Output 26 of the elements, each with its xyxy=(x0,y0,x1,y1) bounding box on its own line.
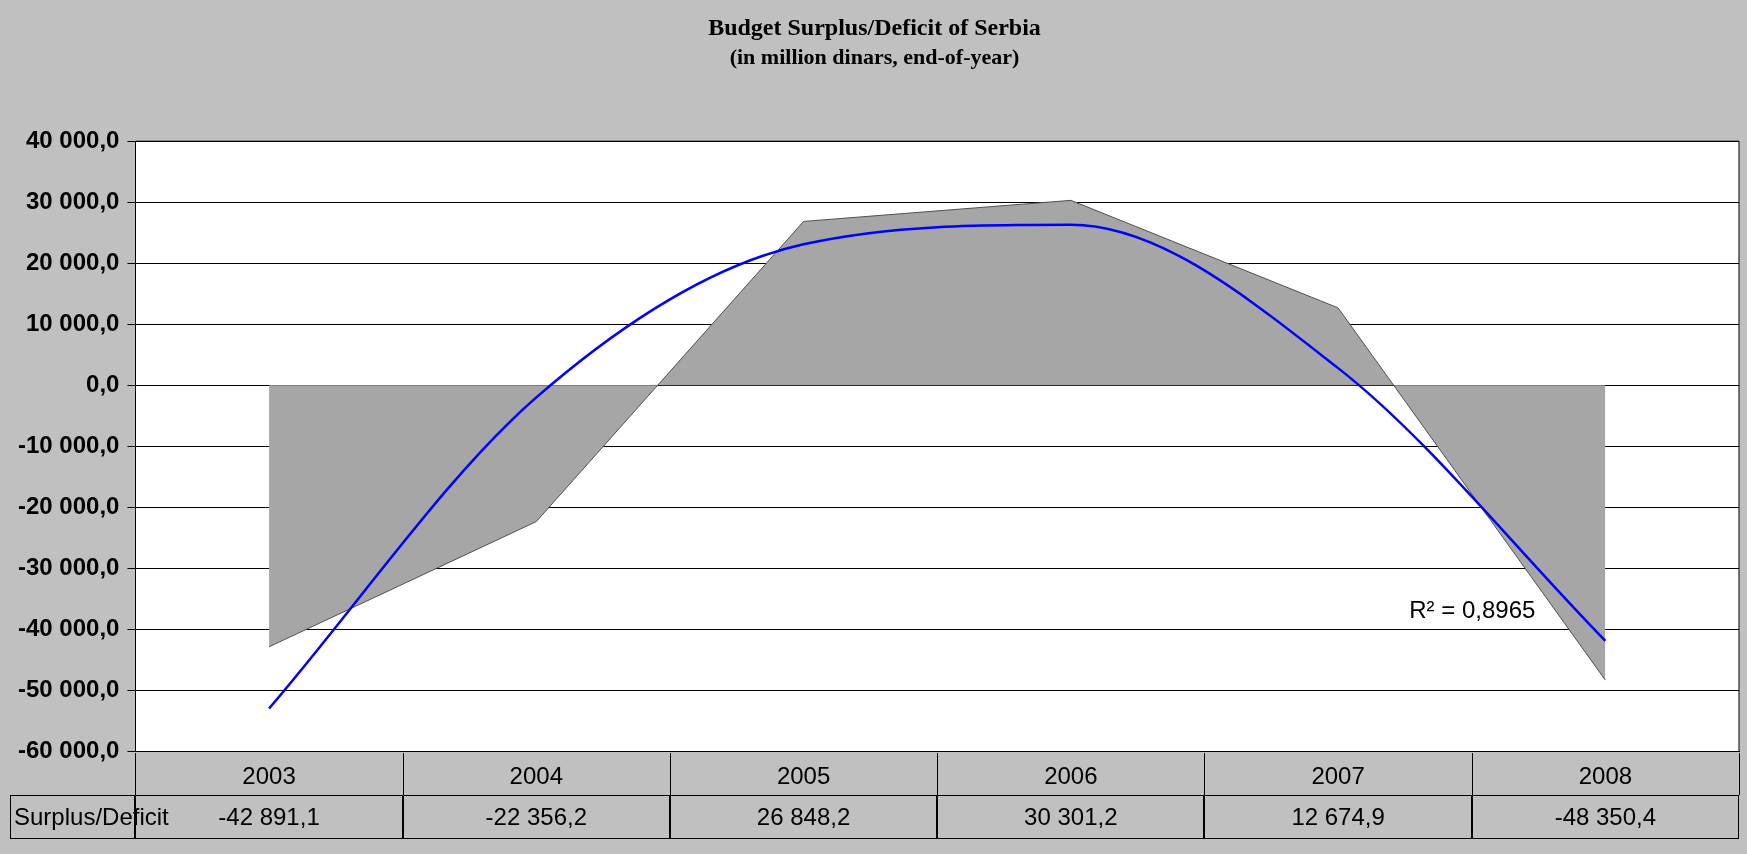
y-tick-label: -60 000,0 xyxy=(17,735,120,763)
y-tick-label: -40 000,0 xyxy=(17,613,120,641)
data-label: 26 848,2 xyxy=(669,795,938,840)
x-tick-label: 2006 xyxy=(1044,762,1098,790)
annotation: R² = 0,8965 xyxy=(1409,595,1536,623)
x-tick-label: 2007 xyxy=(1311,762,1365,790)
chart-title: Budget Surplus/Deficit of Serbia xyxy=(708,13,1041,40)
y-tick-label: 10 000,0 xyxy=(25,308,120,336)
y-tick-label: 20 000,0 xyxy=(25,247,120,275)
x-tick-label: 2004 xyxy=(509,762,564,790)
y-tick-label: -20 000,0 xyxy=(17,491,120,519)
y-tick-label: -10 000,0 xyxy=(17,430,120,458)
data-label: 12 674,9 xyxy=(1204,795,1472,840)
y-tick-label: 30 000,0 xyxy=(25,186,120,214)
y-tick-label: -30 000,0 xyxy=(17,552,120,580)
y-tick-label: -50 000,0 xyxy=(17,674,120,702)
y-tick-label: 40 000,0 xyxy=(25,125,120,153)
y-tick-label: 0,0 xyxy=(86,369,120,397)
data-label: -42 891,1 xyxy=(218,803,320,831)
x-tick-label: 2003 xyxy=(242,762,296,790)
data-label: -22 356,2 xyxy=(402,795,670,840)
x-tick-label: 2005 xyxy=(776,762,831,790)
chart-subtitle: (in million dinars, end-of-year) xyxy=(729,43,1020,69)
x-tick-label: 2008 xyxy=(1578,762,1633,790)
data-label: -48 350,4 xyxy=(1471,795,1739,840)
data-label: 30 301,2 xyxy=(937,795,1205,840)
